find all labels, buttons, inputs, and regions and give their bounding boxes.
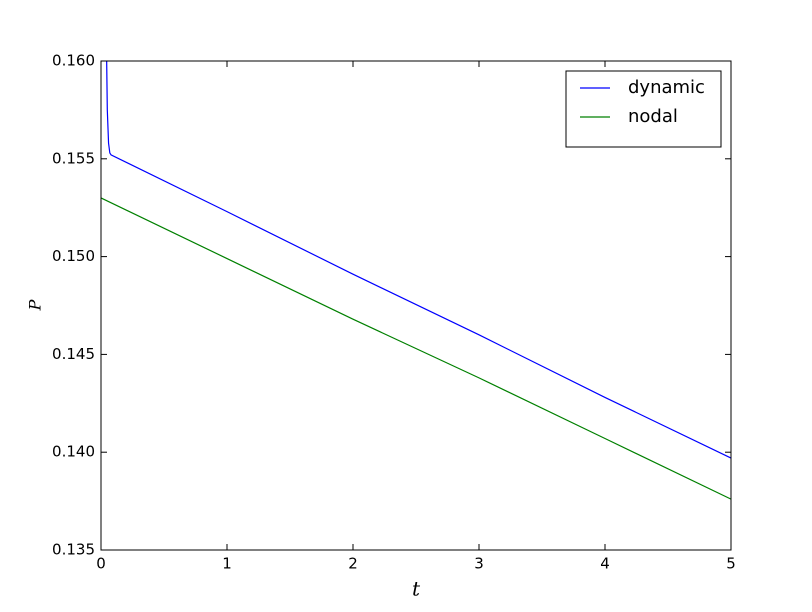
plot-frame xyxy=(100,60,732,551)
data-line xyxy=(106,61,731,459)
legend-label: nodal xyxy=(628,106,678,127)
data-line xyxy=(101,197,731,500)
legend-box xyxy=(565,70,722,148)
x-tick-label: 2 xyxy=(348,555,358,573)
x-axis-label: t xyxy=(412,577,421,601)
plot-area xyxy=(101,61,731,500)
y-tick-label: 0.155 xyxy=(52,149,95,167)
x-tick-label: 0 xyxy=(96,555,106,573)
x-tick-label: 3 xyxy=(474,555,484,573)
x-tick-label: 5 xyxy=(726,555,736,573)
x-tick-label: 4 xyxy=(600,555,610,573)
y-tick-label: 0.150 xyxy=(52,247,95,265)
y-axis-label: P xyxy=(26,299,45,311)
x-tick-label: 1 xyxy=(222,555,232,573)
legend-label: dynamic xyxy=(628,77,705,98)
y-tick-label: 0.160 xyxy=(52,52,95,70)
y-tick-label: 0.135 xyxy=(52,541,95,559)
y-tick-label: 0.145 xyxy=(52,345,95,363)
y-tick-label: 0.140 xyxy=(52,443,95,461)
